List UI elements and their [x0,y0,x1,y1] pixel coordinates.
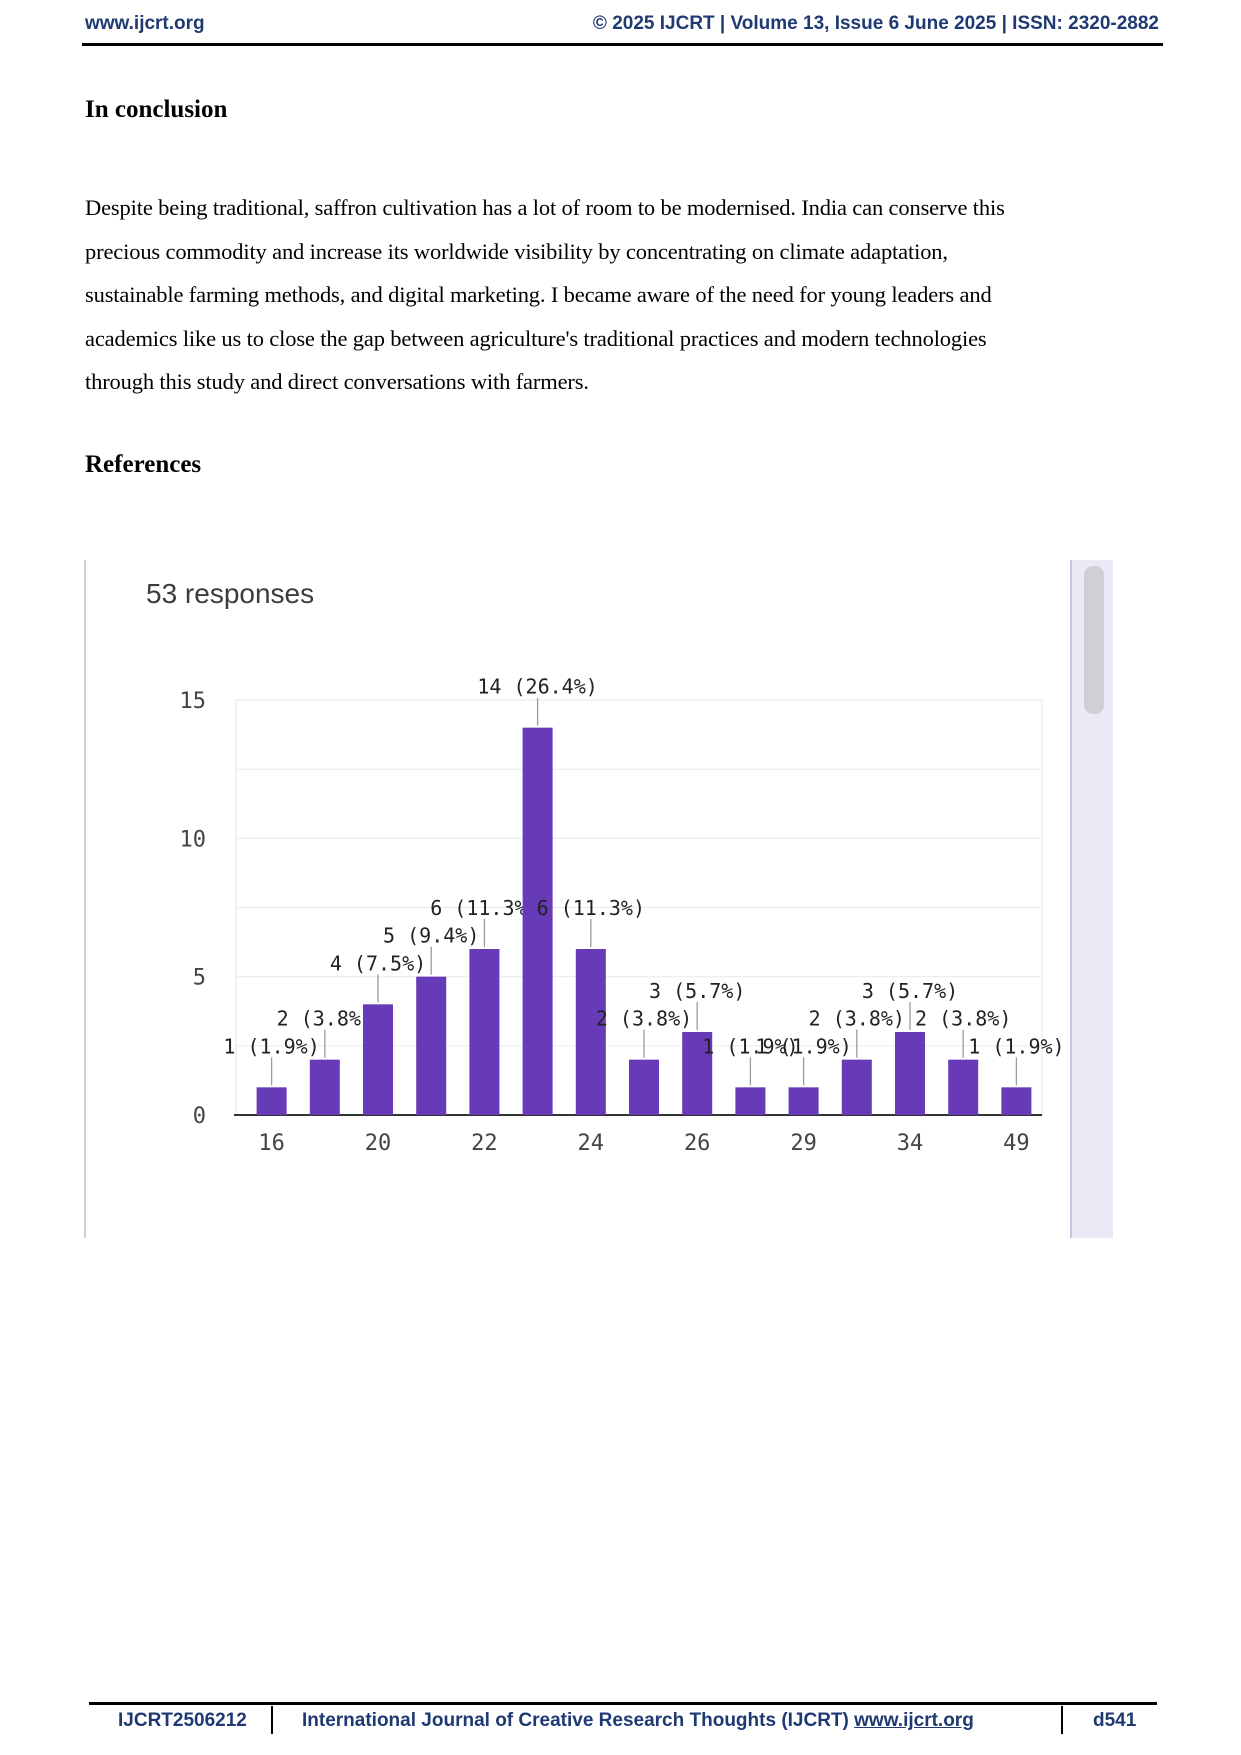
bar [788,1087,819,1115]
data-label: 1 (1.9%) [223,1034,319,1058]
footer-journal: International Journal of Creative Resear… [302,1710,974,1732]
x-tick-label: 49 [1003,1131,1030,1156]
bar [895,1032,925,1115]
header-rule [82,43,1163,46]
conclusion-line: Despite being traditional, saffron culti… [85,195,1005,220]
footer-journal-name: International Journal of Creative Resear… [302,1710,849,1731]
data-label: 1 (1.9%) [702,1034,798,1058]
bar [363,1004,393,1115]
bar [469,949,500,1115]
conclusion-line: precious commodity and increase its worl… [85,238,948,264]
panel-border [84,560,86,1238]
bar [256,1087,287,1115]
footer-separator [271,1706,273,1734]
references-heading: References [85,451,202,478]
bar [416,976,447,1115]
scrollbar-thumb[interactable] [1084,566,1104,714]
bar [841,1059,872,1115]
y-tick-label: 10 [180,827,207,852]
data-label: 6 (11.3%) [430,896,538,920]
bar [522,727,553,1115]
bar [309,1059,340,1115]
data-label: 2 (3.8%) [277,1007,373,1031]
bar [735,1087,766,1115]
data-label: 2 (3.8%) [915,1007,1011,1031]
footer-paper-id: IJCRT2506212 [118,1710,247,1731]
data-label: 1 (1.9%) [755,1034,851,1058]
x-tick-label: 22 [471,1131,498,1156]
y-tick-label: 5 [193,966,206,991]
header-issue-info: © 2025 IJCRT | Volume 13, Issue 6 June 2… [592,13,1159,34]
footer-separator [1061,1706,1063,1734]
data-label: 3 (5.7%) [862,979,958,1003]
survey-chart-screenshot: 53 responses 0 5 10 15 1 (1.9%) 2 (3.8%) 4 (7.… [84,560,1113,1238]
bar [629,1059,659,1115]
x-tick-label: 20 [365,1131,392,1156]
y-tick-label: 15 [180,689,207,714]
conclusion-line: sustainable farming methods, and digital… [85,282,992,307]
data-label: 5 (9.4%) [383,924,479,948]
conclusion-line: through this study and direct conversati… [85,369,589,394]
data-label: 1 (1.9%) [968,1034,1064,1058]
data-label: 2 (3.8%) [596,1007,692,1031]
conclusion-line: academics like us to close the gap betwe… [85,325,987,351]
bar [1001,1087,1032,1115]
data-label: 6 (11.3%) [537,896,645,920]
data-label: 14 (26.4%) [477,675,597,699]
data-label: 4 (7.5%) [330,951,426,975]
bar-chart: 0 5 10 15 1 (1.9%) 2 (3.8%) 4 (7.5%) 5 (9.4%) 6 … [180,675,1065,1156]
x-tick-label: 29 [790,1131,817,1156]
bar [575,949,606,1115]
bar [948,1059,979,1115]
conclusion-heading: In conclusion [85,96,228,123]
x-tick-label: 26 [684,1131,711,1156]
footer-rule [89,1702,1157,1705]
x-tick-label: 16 [258,1131,285,1156]
footer-page-number: d541 [1093,1710,1137,1731]
x-tick-label: 24 [578,1131,605,1156]
data-label: 2 (3.8%) [809,1007,905,1031]
responses-count: 53 responses [146,578,315,609]
data-label: 3 (5.7%) [649,979,745,1003]
conclusion-paragraph: Despite being traditional, saffron culti… [85,186,1160,404]
y-tick-label: 0 [193,1104,206,1129]
footer-url-link[interactable]: www.ijcrt.org [854,1710,974,1731]
running-header: www.ijcrt.org © 2025 IJCRT | Volume 13, … [83,13,1163,43]
bar [682,1032,713,1115]
x-tick-label: 34 [897,1131,924,1156]
header-site: www.ijcrt.org [85,13,205,34]
